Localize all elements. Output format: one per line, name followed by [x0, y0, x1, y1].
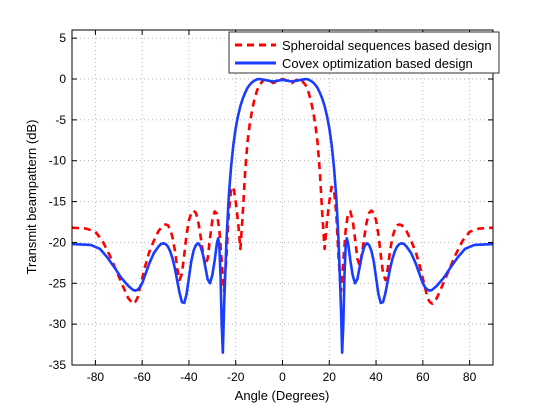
y-tick-label: -15: [49, 195, 67, 209]
x-tick-label: 0: [279, 370, 286, 384]
x-tick-label: 80: [463, 370, 477, 384]
series-lines: [72, 77, 493, 355]
y-tick-label: -5: [55, 113, 66, 127]
x-tick-label: -80: [87, 370, 105, 384]
y-tick-label: 0: [59, 72, 66, 86]
series-line-convex: [72, 77, 493, 355]
y-tick-label: -10: [49, 154, 67, 168]
y-tick-label: -20: [49, 235, 67, 249]
y-tick-label: 5: [59, 31, 66, 45]
x-tick-label: 40: [369, 370, 383, 384]
legend: Spheroidal sequences based design Covex …: [228, 31, 500, 74]
x-tick-label: 60: [416, 370, 430, 384]
x-tick-label: -60: [133, 370, 151, 384]
x-axis-label: Angle (Degrees): [235, 388, 330, 403]
legend-label-spheroidal: Spheroidal sequences based design: [282, 38, 492, 53]
x-tick-label: -20: [227, 370, 245, 384]
y-tick-label: -25: [49, 276, 67, 290]
x-tick-label: 20: [323, 370, 337, 384]
y-tick-label: -35: [49, 358, 67, 372]
y-tick-label: -30: [49, 317, 67, 331]
y-axis-label: Transmit beampattern (dB): [24, 120, 39, 275]
legend-box: [228, 31, 500, 74]
legend-label-convex: Covex optimization based design: [282, 56, 473, 71]
x-tick-label: -40: [180, 370, 198, 384]
